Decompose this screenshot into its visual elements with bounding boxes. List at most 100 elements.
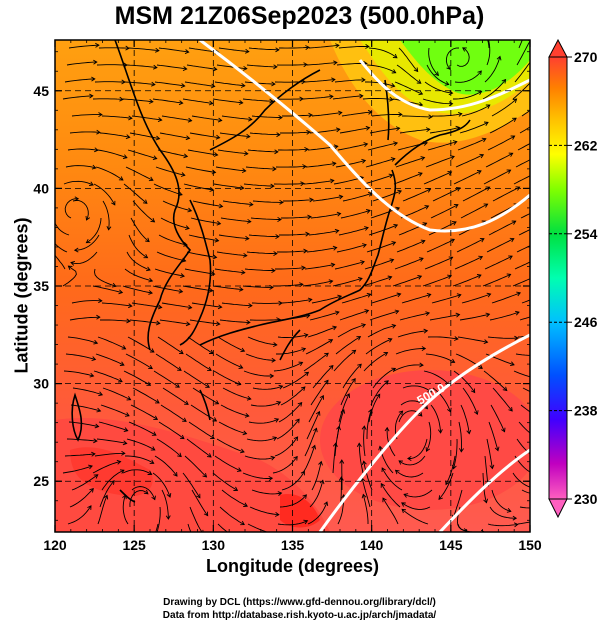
streamline-arrow [356, 442, 362, 448]
streamline-arrow [148, 364, 153, 370]
streamline [250, 217, 281, 220]
streamline-arrow [207, 366, 212, 371]
streamline-arrow [508, 152, 514, 157]
streamline-arrow [389, 96, 394, 102]
streamline [306, 411, 320, 440]
streamline-arrow [173, 472, 178, 477]
streamline [129, 319, 160, 324]
streamline-arrow [301, 265, 306, 271]
streamline [156, 64, 187, 70]
streamline [220, 404, 249, 417]
streamline-arrow [233, 486, 239, 491]
streamline [368, 224, 398, 236]
streamline-arrow [126, 396, 132, 401]
streamline-arrow [387, 275, 393, 281]
streamline-arrow [477, 70, 482, 75]
streamline-arrow [407, 456, 412, 461]
streamline-arrow [272, 436, 278, 441]
streamline [489, 506, 517, 519]
streamline-arrow [303, 519, 309, 525]
streamline-arrow [95, 42, 100, 48]
streamline-arrow [270, 183, 275, 189]
streamline-arrow [245, 235, 250, 241]
streamline [247, 523, 269, 532]
streamline-arrow [271, 268, 276, 273]
streamline [401, 293, 431, 304]
streamline-arrow [96, 314, 101, 320]
streamline-arrow [128, 303, 133, 309]
streamline [213, 370, 241, 386]
streamline-arrow [305, 231, 310, 237]
streamline [98, 421, 128, 432]
streamline-arrow [175, 383, 180, 388]
streamline-arrow [544, 331, 548, 335]
streamline [127, 149, 157, 160]
streamline-arrow [145, 237, 150, 243]
streamline [158, 234, 188, 246]
streamline-arrow [273, 251, 278, 256]
streamline [132, 200, 155, 223]
streamline [125, 455, 154, 464]
streamline-arrow [485, 312, 491, 318]
streamline [186, 251, 217, 258]
streamline [423, 370, 451, 386]
streamline-arrow [203, 511, 209, 517]
streamline-arrow [240, 83, 246, 88]
streamline-arrow [93, 59, 98, 65]
streamline-arrow [543, 99, 547, 103]
streamline [215, 353, 243, 369]
streamline-arrow [146, 381, 152, 386]
y-tick-label-35: 35 [33, 278, 49, 294]
streamline-arrow [215, 134, 221, 140]
streamline [123, 370, 151, 386]
streamline [72, 199, 89, 221]
streamline-arrow [339, 459, 345, 464]
streamline [281, 471, 305, 491]
streamline-arrow [481, 137, 487, 143]
streamline [122, 469, 152, 475]
streamline [453, 170, 482, 185]
streamline [306, 247, 337, 253]
streamline [432, 387, 451, 412]
streamline [458, 421, 462, 452]
streamline-arrow [111, 200, 116, 206]
streamline-arrow [304, 146, 309, 152]
streamline-arrow [328, 339, 334, 344]
streamline [521, 109, 530, 117]
streamline [216, 251, 247, 257]
streamline [131, 486, 156, 500]
streamline-arrow [537, 274, 541, 278]
streamline [152, 285, 183, 293]
streamline-arrow [401, 508, 407, 514]
streamline-arrow [303, 248, 308, 254]
streamline [457, 138, 486, 151]
streamline-arrow [303, 333, 309, 338]
streamline-arrow [423, 404, 429, 410]
streamline-arrow [510, 361, 515, 367]
streamline-arrow [210, 83, 216, 89]
streamline [153, 370, 180, 388]
colorbar-label-238: 238 [574, 403, 598, 419]
streamline-arrow [389, 258, 395, 263]
streamline [70, 251, 98, 265]
streamline [424, 256, 453, 270]
streamline [182, 98, 213, 104]
streamline [456, 238, 485, 253]
streamline-arrow [391, 241, 397, 246]
streamline-arrow [331, 77, 336, 83]
streamline [182, 472, 201, 499]
streamline [521, 299, 530, 304]
streamline-arrow [338, 194, 344, 200]
streamline [94, 452, 125, 457]
streamline [461, 104, 491, 117]
streamline-arrow [544, 517, 548, 521]
streamline [395, 157, 425, 168]
streamline [154, 268, 185, 277]
streamline-arrow [501, 78, 507, 84]
streamline-arrow [187, 117, 193, 123]
streamline-arrow [476, 274, 482, 279]
streamline [513, 175, 530, 185]
streamline-arrow [418, 172, 423, 177]
streamline-arrow [437, 429, 443, 434]
streamline [218, 234, 249, 240]
